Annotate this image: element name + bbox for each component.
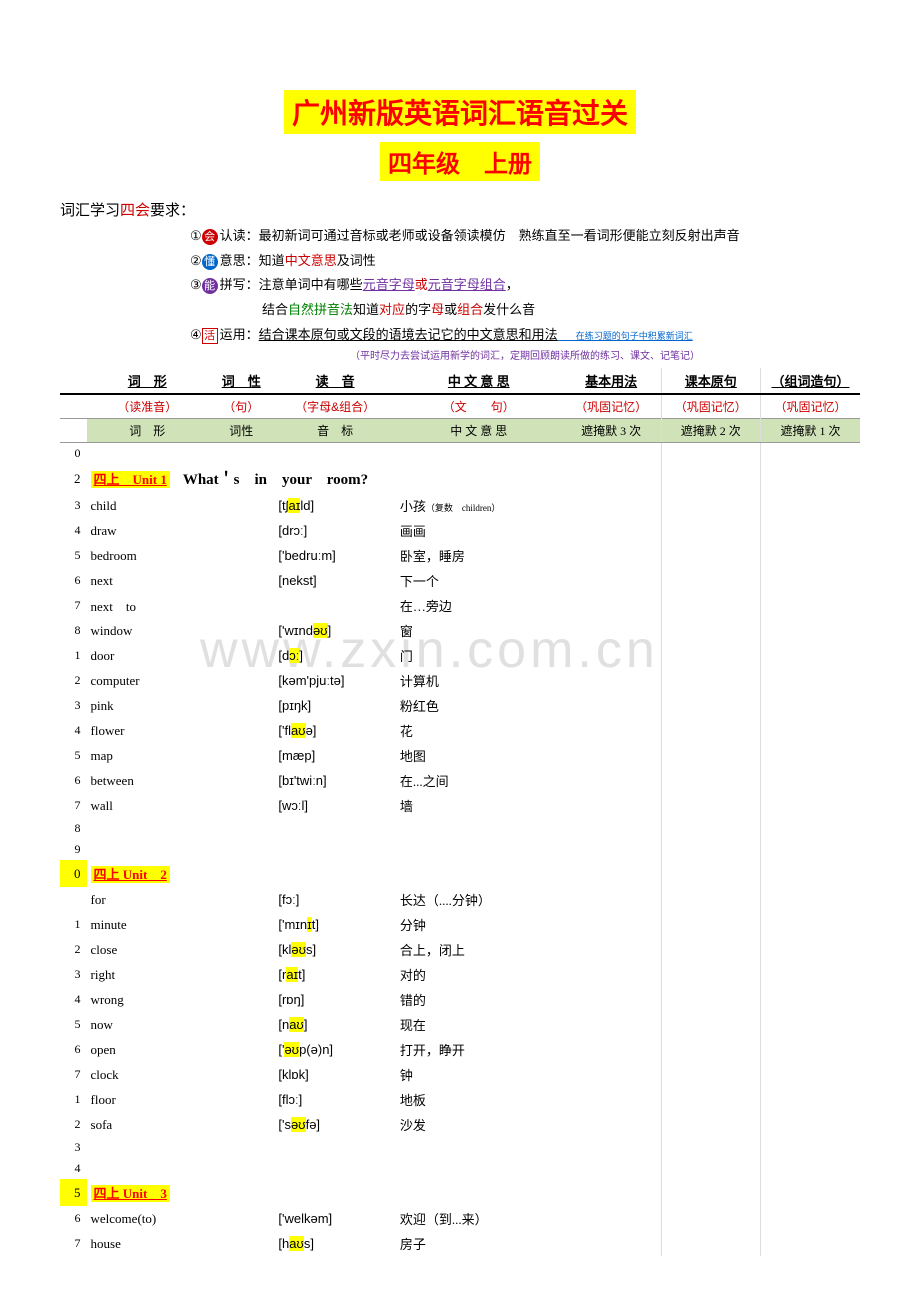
vocab-table: 词 形词 性读 音中 文 意 思基本用法课本原句（组词造句）（读准音）（句）（字… <box>60 368 860 1256</box>
document-content: 广州新版英语词汇语音过关 四年级 上册 词汇学习四会要求： ①会认读：最初新词可… <box>60 90 860 1256</box>
rules-block: ①会认读：最初新词可通过音标或老师或设备领读模仿 熟练直至一看词形便能立刻反射出… <box>60 224 860 347</box>
purple-note: （平时尽力去尝试运用新学的词汇，定期回顾朗读所做的练习、课文、记笔记） <box>60 347 860 362</box>
main-title: 广州新版英语词汇语音过关 <box>284 90 636 134</box>
intro-line: 词汇学习四会要求： <box>60 199 860 220</box>
subtitle: 四年级 上册 <box>380 142 540 181</box>
